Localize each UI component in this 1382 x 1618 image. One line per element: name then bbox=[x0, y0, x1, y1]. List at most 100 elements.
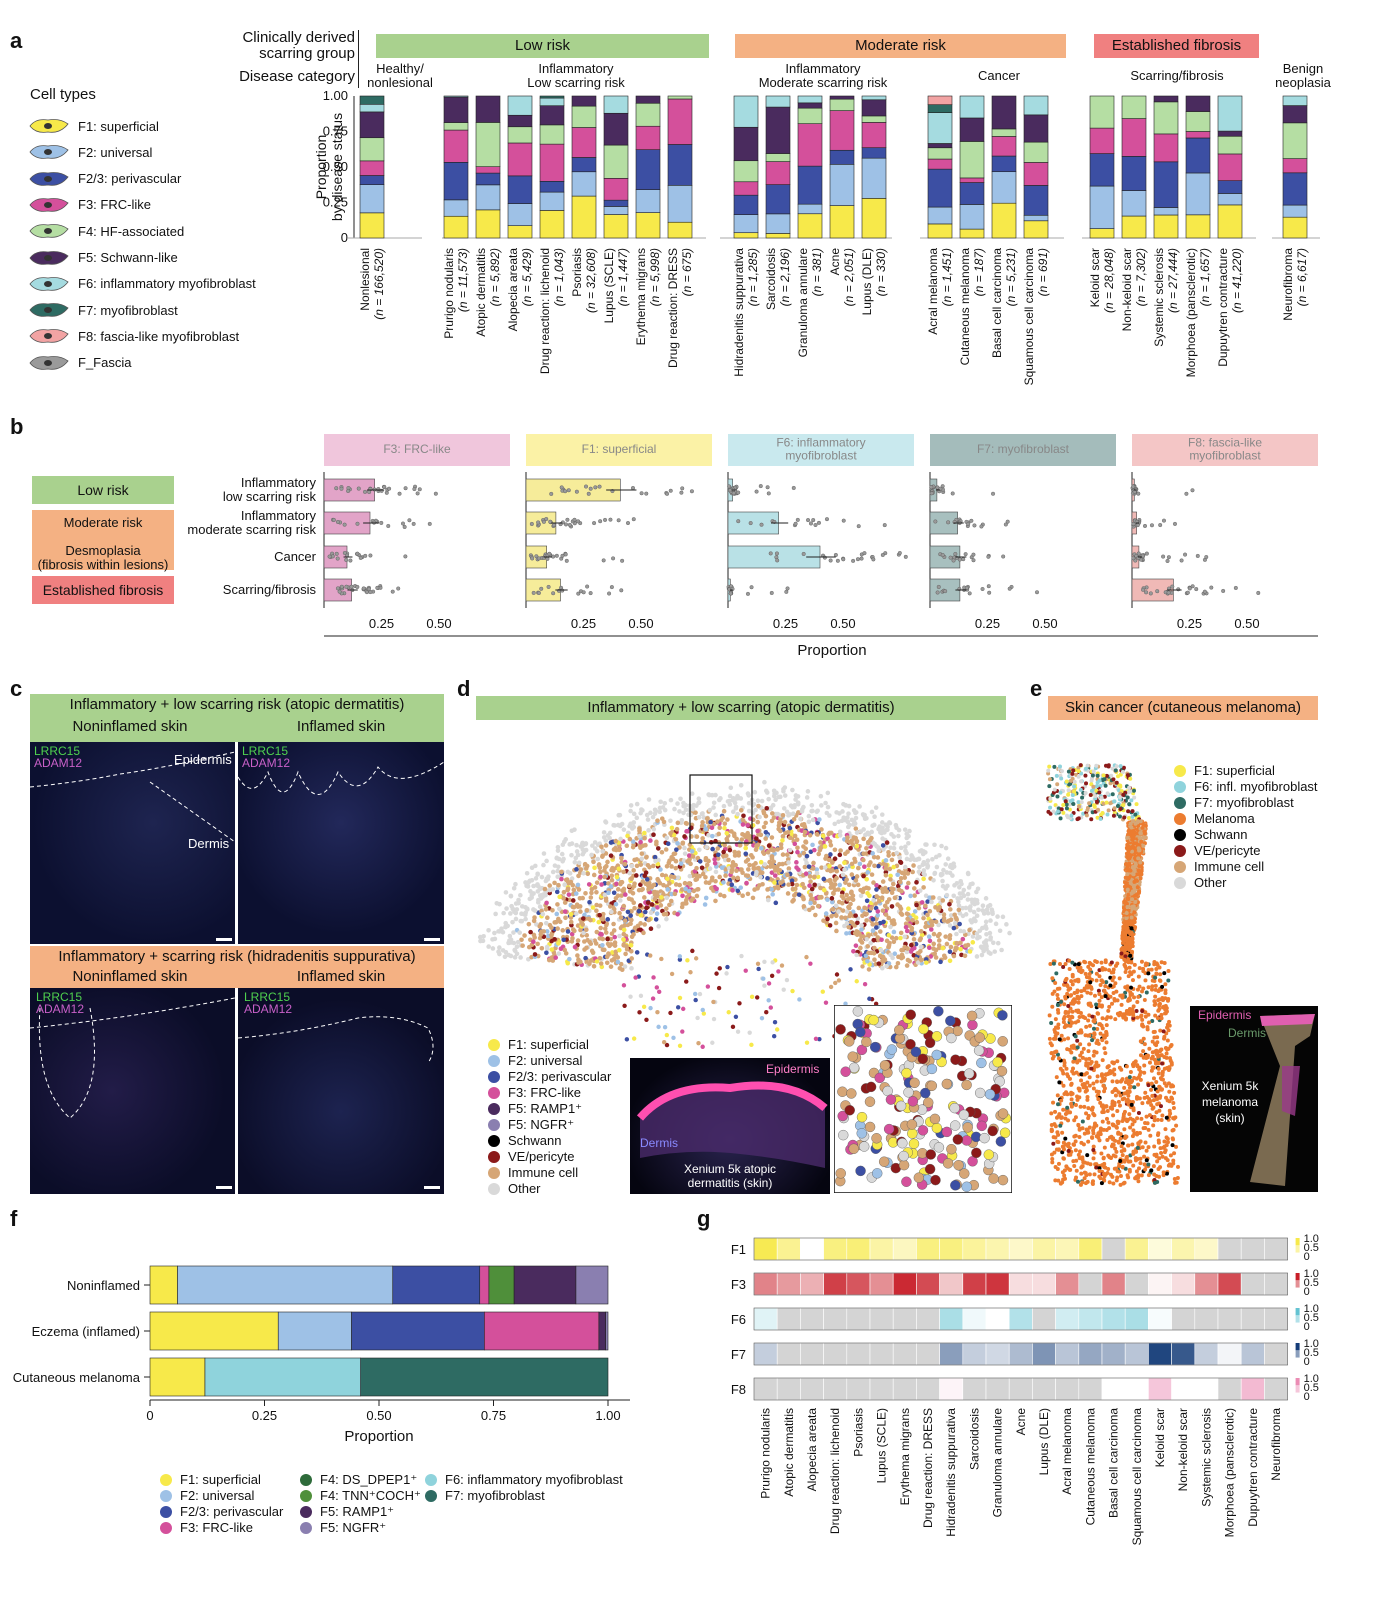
sample-dot bbox=[367, 489, 372, 494]
cell-dot bbox=[848, 967, 853, 972]
cell-dot bbox=[795, 800, 801, 805]
cell-dot bbox=[682, 834, 687, 839]
cell-dot bbox=[624, 944, 629, 949]
bar-segment bbox=[927, 112, 953, 144]
cell-dot bbox=[1147, 1046, 1152, 1051]
cell-dot bbox=[790, 787, 795, 793]
cell-dot bbox=[914, 919, 920, 925]
cell-dot bbox=[699, 811, 705, 817]
cell-dot bbox=[798, 816, 803, 822]
bar-segment bbox=[603, 144, 629, 179]
cell-dot bbox=[832, 847, 838, 853]
sample-dot bbox=[963, 552, 968, 557]
cell-dot bbox=[498, 928, 504, 934]
cell-dot bbox=[858, 829, 864, 834]
cell-dot bbox=[486, 928, 491, 933]
cell-dot bbox=[1110, 1001, 1115, 1006]
cell-dot bbox=[839, 893, 845, 899]
panel-label-f: f bbox=[10, 1206, 18, 1231]
cell-dot bbox=[1073, 1139, 1078, 1144]
cell-dot bbox=[898, 930, 904, 936]
cell-dot bbox=[658, 799, 663, 805]
cell-dot bbox=[638, 927, 643, 933]
bar-label: Alopecia areata bbox=[506, 248, 520, 332]
sample-dot bbox=[986, 554, 991, 559]
cell-dot bbox=[1170, 1096, 1175, 1101]
cell-dot bbox=[902, 864, 908, 870]
cell-dot bbox=[1106, 808, 1111, 813]
cell-dot bbox=[1007, 930, 1012, 936]
cell-dot bbox=[521, 911, 527, 917]
cell-dot bbox=[836, 978, 842, 983]
cell-dot bbox=[557, 919, 563, 925]
zoom-cell-dot bbox=[883, 1123, 895, 1135]
cell-dot bbox=[809, 808, 814, 814]
cell-dot bbox=[1161, 1173, 1166, 1178]
cell-dot bbox=[673, 858, 679, 864]
cell-dot bbox=[639, 807, 644, 812]
cell-dot bbox=[906, 880, 911, 886]
cell-dot bbox=[610, 950, 615, 955]
cell-dot bbox=[694, 893, 700, 899]
cell-dot bbox=[853, 826, 859, 831]
cell-dot bbox=[1070, 1015, 1075, 1020]
cell-dot bbox=[1087, 1083, 1092, 1088]
cell-dot bbox=[889, 935, 895, 940]
cell-dot bbox=[529, 865, 535, 871]
sample-dot bbox=[584, 484, 589, 489]
cell-dot bbox=[959, 952, 964, 958]
cell-dot bbox=[1176, 1164, 1181, 1169]
sample-dot bbox=[859, 556, 864, 561]
cell-dot bbox=[758, 874, 763, 880]
cell-dot bbox=[703, 857, 709, 863]
cell-dot bbox=[766, 796, 771, 802]
cell-dot bbox=[859, 927, 864, 932]
cell-dot bbox=[714, 971, 719, 976]
epidermis-boundary-line bbox=[238, 1016, 434, 1064]
bar-segment bbox=[797, 123, 823, 167]
bar-label-group: Squamous cell carcinoma (n = 691) bbox=[1022, 248, 1050, 386]
cell-dot bbox=[594, 908, 599, 914]
cell-dot bbox=[1066, 792, 1071, 797]
cell-dot bbox=[1123, 1166, 1128, 1171]
cell-dot bbox=[1051, 1135, 1056, 1140]
cell-dot bbox=[717, 966, 722, 971]
cell-dot bbox=[874, 882, 879, 888]
cell-dot bbox=[574, 842, 579, 848]
cell-dot bbox=[1166, 978, 1171, 983]
cell-dot bbox=[685, 958, 690, 963]
cell-dot bbox=[681, 1006, 686, 1012]
y-tick-label: 0.50 bbox=[323, 159, 348, 174]
cell-dot bbox=[511, 930, 516, 935]
cell-dot bbox=[904, 856, 910, 862]
cell-dot bbox=[622, 964, 628, 969]
sample-dot bbox=[349, 584, 354, 589]
sample-dot bbox=[929, 491, 934, 496]
cell-dot bbox=[574, 911, 579, 916]
cell-dot bbox=[727, 793, 733, 799]
sample-dot bbox=[335, 586, 340, 591]
y-tick-label: 1.00 bbox=[323, 90, 348, 103]
zoom-cell-dot bbox=[918, 1023, 929, 1035]
sample-dot bbox=[586, 491, 591, 496]
cell-dot bbox=[734, 868, 739, 874]
cell-dot bbox=[703, 826, 709, 832]
bar-segment bbox=[991, 202, 1017, 239]
cell-dot bbox=[874, 921, 879, 927]
cell-dot bbox=[913, 915, 919, 921]
cell-dot bbox=[537, 904, 543, 909]
bar-segment bbox=[507, 126, 533, 144]
cell-dot bbox=[917, 937, 923, 943]
cell-dot bbox=[746, 808, 752, 814]
cell-dot bbox=[853, 810, 858, 816]
cell-dot bbox=[778, 880, 783, 886]
cell-dot bbox=[747, 862, 752, 868]
sample-dot bbox=[835, 558, 840, 563]
legend-swatch bbox=[488, 1166, 500, 1179]
bar-label-group: Alopecia areata (n = 5,429) bbox=[506, 248, 534, 332]
cell-dot bbox=[1158, 1146, 1163, 1151]
bar-segment bbox=[475, 184, 501, 211]
bar-segment bbox=[991, 136, 1017, 157]
bar-label: Granuloma annulare bbox=[796, 248, 810, 358]
cell-dot bbox=[599, 882, 604, 887]
